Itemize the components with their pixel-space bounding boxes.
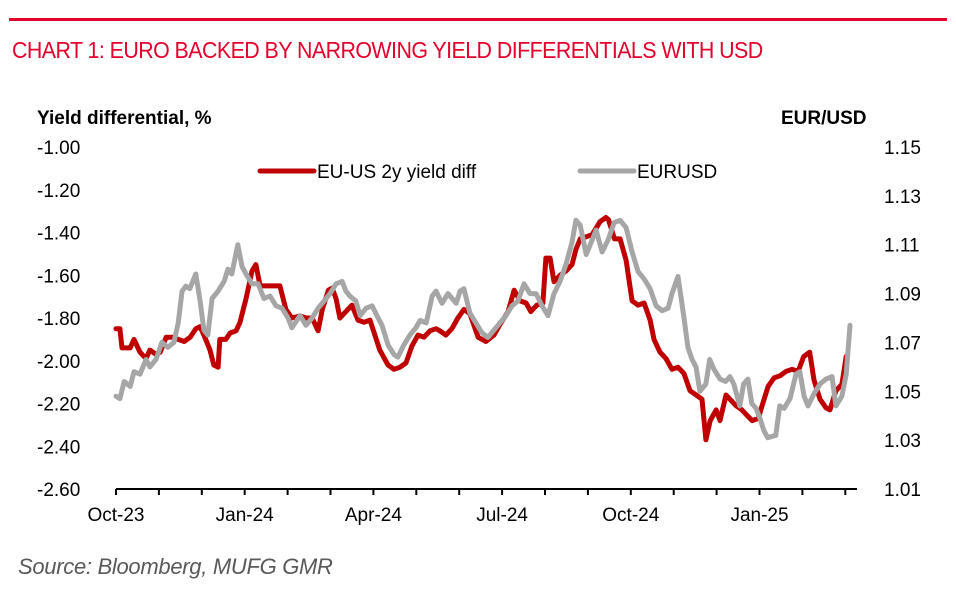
y-left-tick-label: -2.20 [37, 395, 80, 416]
y-left-tick-label: -1.80 [37, 309, 80, 330]
y-right-tick-label: 1.01 [884, 480, 921, 501]
y-left-tick-label: -2.60 [37, 480, 80, 501]
y-right-tick-label: 1.13 [884, 187, 921, 208]
y-left-tick-label: -1.20 [37, 181, 80, 202]
y-left-tick-label: -1.00 [37, 138, 80, 159]
x-tick-label: Jan-24 [216, 505, 275, 526]
y-right-tick-label: 1.11 [884, 236, 920, 257]
x-tick-label: Jul-24 [476, 505, 528, 526]
x-tick-label: Jan-25 [730, 505, 788, 526]
series-line-yield-diff [113, 215, 849, 443]
y-axis-right-ticks: 1.15 1.13 1.11 1.09 1.07 1.05 1.03 1.01 [884, 138, 921, 501]
source-note: Source: Bloomberg, MUFG GMR [18, 554, 333, 579]
y-right-tick-label: 1.07 [884, 333, 921, 354]
y-right-tick-label: 1.15 [884, 138, 921, 159]
chart-title: CHART 1: EURO BACKED BY NARROWING YIELD … [12, 37, 763, 63]
y-axis-right-title: EUR/USD [781, 108, 867, 129]
y-right-tick-label: 1.03 [884, 431, 921, 452]
legend-label-eurusd: EURUSD [637, 162, 717, 183]
series-line-eurusd [113, 217, 853, 441]
x-axis: Oct-23 Jan-24 Apr-24 Jul-24 Oct-24 Jan-25 [87, 488, 857, 526]
y-right-tick-label: 1.05 [884, 382, 921, 403]
y-left-tick-label: -2.00 [37, 352, 80, 373]
y-left-tick-label: -2.40 [37, 437, 80, 458]
x-tick-label: Apr-24 [345, 505, 402, 526]
x-tick-label: Oct-24 [602, 505, 659, 526]
legend: EU-US 2y yield diff EURUSD [257, 162, 717, 183]
y-axis-left-ticks: -1.00 -1.20 -1.40 -1.60 -1.80 -2.00 -2.20 -2.40… [37, 138, 80, 501]
series-layer [113, 215, 853, 443]
y-left-tick-label: -1.60 [37, 266, 80, 287]
y-axis-left-title: Yield differential, % [37, 108, 212, 129]
x-tick-label: Oct-23 [87, 505, 144, 526]
y-right-tick-label: 1.09 [884, 285, 921, 306]
top-rule [9, 18, 947, 21]
y-left-tick-label: -1.40 [37, 224, 80, 245]
legend-label-yield: EU-US 2y yield diff [317, 162, 477, 183]
